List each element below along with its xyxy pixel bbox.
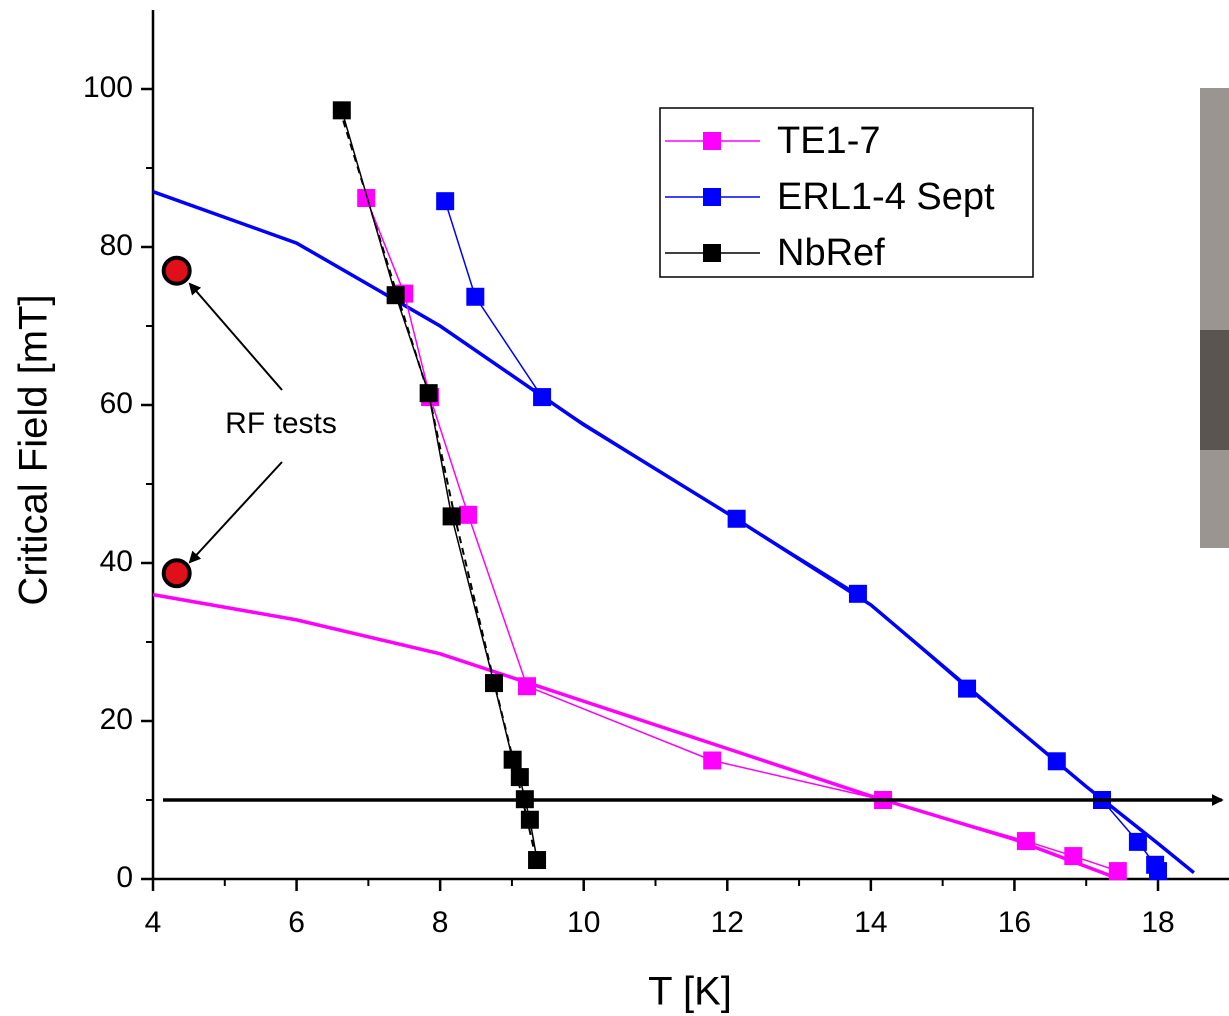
x-tick-label: 12 (711, 906, 744, 939)
annotation-arrow (188, 282, 283, 391)
data-point (1047, 752, 1066, 771)
photo-fragment (1200, 88, 1229, 548)
data-point (357, 189, 376, 208)
rf-test-point (161, 558, 192, 589)
y-axis-label: Critical Field [mT] (12, 294, 56, 605)
data-point (958, 679, 977, 698)
x-tick-label: 8 (432, 906, 449, 939)
data-point (1064, 847, 1083, 866)
legend-label: NbRef (777, 232, 885, 274)
legend-marker (703, 244, 721, 262)
data-point (703, 751, 722, 770)
data-point (1016, 832, 1035, 851)
legend-label: ERL1-4 Sept (777, 176, 995, 218)
fit-curve (152, 190, 1196, 875)
annotation-text: RF tests (225, 407, 337, 440)
x-tick-label: 10 (567, 906, 600, 939)
x-tick-label: 14 (854, 906, 887, 939)
data-point (1108, 862, 1127, 881)
data-point (484, 674, 503, 693)
legend-marker (703, 132, 721, 150)
data-point (528, 851, 547, 870)
data-point (1149, 862, 1168, 881)
x-tick-label: 4 (145, 906, 162, 939)
data-point (727, 509, 746, 528)
data-point (332, 101, 351, 120)
x-tick-label: 18 (1141, 906, 1174, 939)
data-point (510, 768, 529, 787)
data-point (442, 507, 461, 526)
data-point (1128, 832, 1147, 851)
data-point (459, 505, 478, 524)
y-tick-label: 40 (100, 545, 133, 578)
data-point (848, 584, 867, 603)
data-point (533, 388, 552, 407)
fit-curve (152, 592, 1116, 880)
x-tick-label: 6 (288, 906, 305, 939)
rf-test-point (161, 255, 192, 286)
series-line (365, 197, 1119, 872)
legend-label: TE1-7 (777, 120, 880, 162)
data-point (419, 384, 438, 403)
legend-box (659, 107, 1034, 278)
data-point (520, 810, 539, 829)
x-tick-label: 16 (998, 906, 1031, 939)
data-point (466, 287, 485, 306)
legend-marker (703, 188, 721, 206)
y-tick-label: 80 (100, 229, 133, 262)
y-tick-label: 0 (116, 861, 133, 894)
photo-detail (1200, 330, 1229, 450)
series-line (341, 110, 538, 861)
annotation-arrow (188, 461, 283, 564)
data-point (518, 677, 537, 696)
y-tick-label: 100 (83, 71, 133, 104)
y-tick-label: 60 (100, 387, 133, 420)
data-point (436, 192, 455, 211)
x-axis-label: T [K] (648, 970, 732, 1014)
y-tick-label: 20 (100, 703, 133, 736)
data-point (386, 286, 405, 305)
data-point (503, 750, 522, 769)
series-line (444, 200, 1159, 872)
